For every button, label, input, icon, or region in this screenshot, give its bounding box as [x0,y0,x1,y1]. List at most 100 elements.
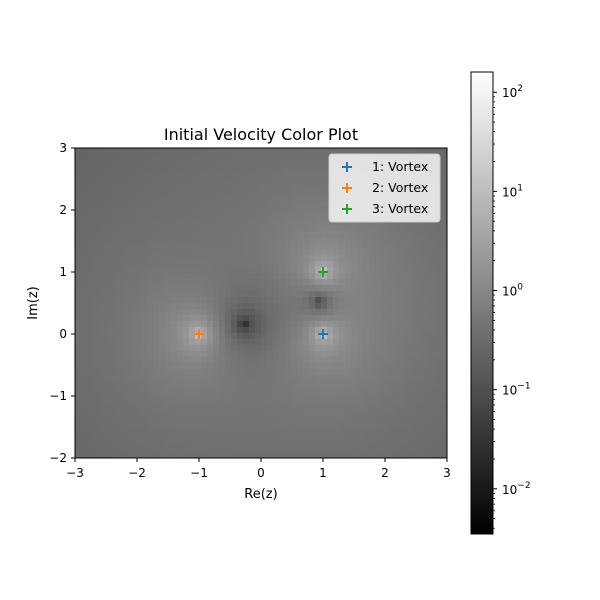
heatmap-cell [285,219,292,227]
heatmap-cell [369,392,376,399]
heatmap-cell [105,213,112,221]
heatmap-cell [417,243,424,250]
heatmap-cell [273,404,280,411]
heatmap-cell [285,195,292,203]
heatmap-cell [297,189,304,197]
heatmap-cell [369,344,376,352]
heatmap-cell [207,338,214,346]
heatmap-cell [405,243,412,250]
heatmap-cell [147,344,154,352]
heatmap-cell [111,362,118,370]
heatmap-cell [303,165,310,173]
y-tick-label: −1 [49,389,67,403]
heatmap-cell [183,279,190,286]
heatmap-cell [279,320,286,328]
heatmap-cell [345,255,352,262]
heatmap-cell [387,380,394,388]
heatmap-cell [387,356,394,364]
heatmap-cell [87,273,94,280]
heatmap-cell [147,249,154,256]
heatmap-cell [231,261,238,268]
heatmap-cell [165,374,172,382]
heatmap-cell [429,326,436,334]
heatmap-cell [111,386,118,394]
heatmap-cell [375,308,382,316]
heatmap-cell [309,416,316,423]
heatmap-cell [117,452,124,458]
heatmap-cell [135,416,142,423]
heatmap-cell [123,165,130,173]
heatmap-cell [99,416,106,423]
heatmap-cell [291,189,298,197]
heatmap-cell [177,303,184,310]
heatmap-cell [255,446,262,453]
heatmap-cell [111,267,118,274]
heatmap-cell [291,452,298,458]
heatmap-cell [333,368,340,376]
heatmap-cell [189,308,196,316]
heatmap-cell [243,148,250,155]
heatmap-cell [81,195,88,203]
heatmap-cell [213,267,220,274]
heatmap-cell [81,398,88,405]
heatmap-cell [363,320,370,328]
heatmap-cell [105,434,112,441]
heatmap-cell [411,308,418,316]
heatmap-cell [93,392,100,399]
heatmap-cell [147,428,154,435]
heatmap-cell [231,303,238,310]
heatmap-cell [273,350,280,358]
heatmap-cell [147,297,154,304]
heatmap-cell [231,285,238,292]
heatmap-cell [399,231,406,239]
heatmap-cell [423,362,430,370]
heatmap-cell [405,255,412,262]
heatmap-cell [129,416,136,423]
heatmap-cell [381,350,388,358]
heatmap-cell [207,219,214,227]
heatmap-cell [387,410,394,417]
heatmap-cell [399,356,406,364]
heatmap-cell [147,177,154,185]
heatmap-cell [213,249,220,256]
heatmap-cell [393,356,400,364]
heatmap-cell [183,291,190,298]
heatmap-cell [153,237,160,244]
heatmap-cell [105,416,112,423]
heatmap-cell [399,314,406,322]
heatmap-cell [147,159,154,167]
heatmap-cell [123,368,130,376]
heatmap-cell [405,386,412,394]
heatmap-cell [375,398,382,405]
heatmap-cell [195,219,202,227]
heatmap-cell [171,440,178,447]
legend-label: 2: Vortex [372,180,428,195]
heatmap-cell [93,350,100,358]
heatmap-cell [387,231,394,239]
heatmap-cell [279,303,286,310]
heatmap-cell [255,261,262,268]
heatmap-cell [147,326,154,334]
heatmap-cell [81,338,88,346]
heatmap-cell [135,267,142,274]
heatmap-cell [99,189,106,197]
heatmap-cell [351,422,358,429]
heatmap-cell [75,195,82,203]
heatmap-cell [117,416,124,423]
heatmap-cell [261,291,268,298]
x-tick-label: 2 [381,466,389,480]
heatmap-cell [357,386,364,394]
heatmap-cell [261,153,268,161]
heatmap-cell [351,356,358,364]
heatmap-cell [375,237,382,244]
heatmap-cell [435,303,442,310]
heatmap-cell [207,392,214,399]
heatmap-cell [135,237,142,244]
heatmap-cell [141,213,148,221]
heatmap-cell [177,159,184,167]
heatmap-cell [105,285,112,292]
heatmap-cell [369,434,376,441]
heatmap-cell [189,159,196,167]
heatmap-cell [387,249,394,256]
heatmap-cell [327,314,334,322]
